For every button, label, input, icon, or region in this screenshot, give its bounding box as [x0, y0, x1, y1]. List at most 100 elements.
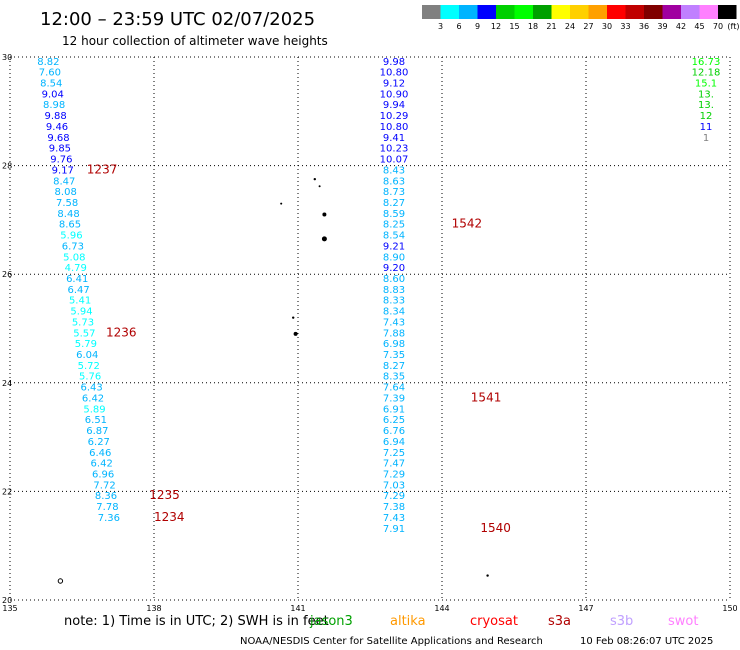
island-mark: [293, 331, 298, 336]
wave-height-label: 8.48: [57, 209, 79, 220]
y-tick-label: 22: [2, 487, 12, 496]
legend-swatch: [625, 5, 644, 19]
wave-height-label: 7.25: [383, 448, 405, 459]
wave-height-label: 6.43: [80, 383, 102, 394]
wave-height-label: 8.73: [383, 187, 405, 198]
wave-height-label: 9.94: [383, 100, 405, 111]
wave-height-label: 9.41: [383, 133, 405, 144]
island-mark: [321, 236, 327, 242]
x-tick-label: 144: [434, 604, 449, 613]
legend-swatch: [607, 5, 626, 19]
x-tick-label: 138: [146, 604, 161, 613]
wave-height-label: 5.89: [83, 404, 105, 415]
wave-height-label: 7.29: [383, 491, 405, 502]
legend-tick-label: 24: [565, 22, 575, 31]
wave-height-label: 6.73: [62, 241, 84, 252]
legend-swatch: [422, 5, 441, 19]
y-tick-label: 28: [2, 162, 12, 171]
wave-height-label: 7.88: [383, 328, 405, 339]
wave-height-label: 10.90: [380, 89, 409, 100]
wave-height-label: 7.36: [98, 513, 120, 524]
legend-tick-label: 12: [491, 22, 501, 31]
y-tick-label: 26: [2, 270, 12, 279]
wave-height-label: 8.36: [95, 491, 117, 502]
y-tick-label: 30: [2, 53, 12, 62]
wave-height-label: 10.07: [380, 155, 409, 166]
wave-height-label: 5.79: [75, 339, 97, 350]
wave-height-label: 8.43: [383, 165, 405, 176]
wave-height-label: 8.35: [383, 372, 405, 383]
wave-height-label: 5.57: [73, 328, 95, 339]
wave-height-label: 9.46: [46, 122, 68, 133]
legend-swatch: [514, 5, 533, 19]
wave-height-label: 7.91: [383, 524, 405, 535]
legend-swatch: [551, 5, 570, 19]
wave-height-label: 6.25: [383, 415, 405, 426]
wave-height-label: 8.54: [383, 231, 405, 242]
wave-height-label: 9.68: [47, 133, 69, 144]
legend-tick-label: 9: [475, 22, 480, 31]
wave-height-label: 5.76: [79, 372, 101, 383]
pass-annotations: 1237 1236 1235 1234 1542 1541 1540: [87, 162, 511, 534]
wave-height-label: 9.17: [52, 165, 74, 176]
wave-height-label: 6.96: [92, 469, 114, 480]
wave-height-label: 7.43: [383, 317, 405, 328]
wave-height-label: 9.04: [42, 89, 64, 100]
wave-height-label: 6.46: [89, 448, 111, 459]
y-tick-label: 24: [2, 379, 12, 388]
wave-height-label: 10.29: [380, 111, 409, 122]
grid-lines: [9, 56, 731, 601]
wave-height-label: 9.21: [383, 241, 405, 252]
island-mark: [313, 177, 316, 181]
legend-swatch: [459, 5, 478, 19]
legend-unit: (ft): [727, 22, 739, 31]
wave-height-label: 7.43: [383, 513, 405, 524]
x-tick-label: 147: [578, 604, 593, 613]
wave-height-label: 8.33: [383, 296, 405, 307]
legend-tick-label: 45: [694, 22, 704, 31]
island-mark: [57, 578, 64, 584]
wave-height-label: 7.58: [56, 198, 78, 209]
wave-height-label: 8.27: [383, 198, 405, 209]
wave-height-points: 8.827.608.549.048.989.889.469.689.859.76…: [37, 57, 720, 535]
mission-label: s3a: [548, 614, 571, 629]
wave-height-label: 8.65: [59, 220, 81, 231]
wave-height-label: 5.41: [69, 296, 91, 307]
mission-label: swot: [668, 614, 698, 629]
wave-height-label: 8.60: [383, 274, 405, 285]
island-mark: [322, 212, 327, 217]
wave-height-label: 6.27: [88, 437, 110, 448]
legend-swatch: [699, 5, 718, 19]
wave-height-label: 8.25: [383, 220, 405, 231]
wave-height-label: 12.18: [692, 68, 721, 79]
wave-height-label: 6.91: [383, 404, 405, 415]
legend-tick-label: 27: [583, 22, 593, 31]
legend-tick-label: 39: [657, 22, 667, 31]
wave-height-label: 7.47: [383, 459, 405, 470]
wave-height-label: 7.35: [383, 350, 405, 361]
legend-tick-label: 21: [546, 22, 556, 31]
wave-height-label: 8.82: [37, 57, 59, 68]
note-text: note: 1) Time is in UTC; 2) SWH is in fe…: [64, 614, 329, 629]
mission-label: jason3: [309, 614, 353, 629]
wave-height-label: 8.63: [383, 176, 405, 187]
island-mark: [486, 574, 489, 577]
wave-height-label: 11: [700, 122, 713, 133]
land-islands: [57, 177, 489, 584]
chart-subtitle: 12 hour collection of altimeter wave hei…: [62, 34, 328, 48]
wave-height-label: 8.34: [383, 307, 405, 318]
legend-swatch: [681, 5, 700, 19]
legend-tick-label: 18: [528, 22, 538, 31]
y-tick-label: 20: [2, 596, 12, 605]
wave-height-label: 6.47: [68, 285, 90, 296]
wave-height-label: 6.04: [76, 350, 98, 361]
wave-height-label: 8.08: [55, 187, 77, 198]
wave-height-label: 7.78: [96, 502, 118, 513]
wave-height-label: 7.29: [383, 469, 405, 480]
chart-title: 12:00 – 23:59 UTC 02/07/2025: [40, 9, 315, 30]
wave-height-label: 9.20: [383, 263, 405, 274]
x-tick-label: 141: [290, 604, 305, 613]
pass-label: 1237: [87, 162, 118, 176]
wave-height-label: 6.76: [383, 426, 405, 437]
wave-height-label: 1: [703, 133, 709, 144]
